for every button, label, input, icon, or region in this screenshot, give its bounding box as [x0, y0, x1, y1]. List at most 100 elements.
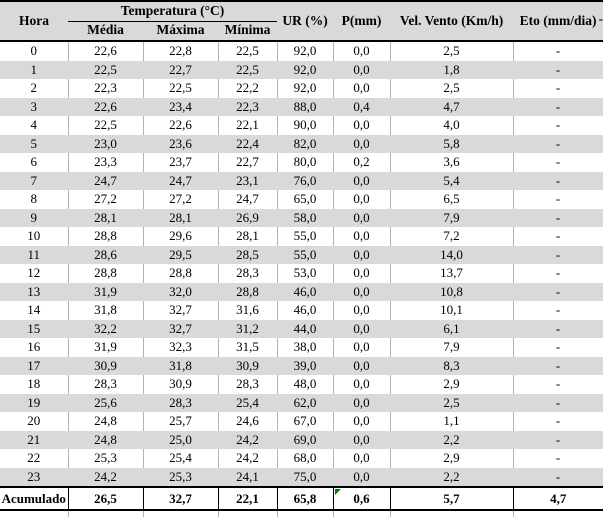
cell-temp-minima: 31,5 — [218, 338, 278, 357]
cell-vel-vento: 2,2 — [390, 430, 514, 449]
cell-vel-vento: 1,1 — [390, 412, 514, 431]
total-maxima: 32,7 — [143, 486, 219, 511]
cell-temp-media: 28,8 — [68, 264, 144, 283]
cell-eto: - — [513, 97, 603, 116]
cell-eto: - — [513, 208, 603, 227]
cell-eto: - — [513, 60, 603, 79]
cell-ur: 48,0 — [277, 375, 334, 394]
cell-vel-vento: 2,5 — [390, 41, 514, 61]
cell-temp-media: 24,8 — [68, 412, 144, 431]
cell-vel-vento: 2,9 — [390, 375, 514, 394]
cell-p: 0,0 — [333, 41, 391, 61]
cell-temp-maxima: 30,9 — [143, 375, 219, 394]
total-label: Acumulado — [0, 486, 69, 511]
cell-temp-media: 27,2 — [68, 190, 144, 209]
cell-vel-vento: 6,1 — [390, 319, 514, 338]
cell-eto: - — [513, 319, 603, 338]
cell-eto: - — [513, 41, 603, 61]
cell-p: 0,0 — [333, 227, 391, 246]
table-row: 8 27,2 27,2 24,7 65,0 0,0 6,5 - — [0, 190, 603, 209]
header-row-1: Hora Temperatura (°C) UR (%) P(mm) Vel. … — [0, 1, 603, 41]
cell-temp-maxima: 32,0 — [143, 282, 219, 301]
cell-eto: - — [513, 245, 603, 264]
cell-temp-media: 23,3 — [68, 153, 144, 172]
cell-temp-maxima: 28,3 — [143, 393, 219, 412]
table-row: 13 31,9 32,0 28,8 46,0 0,0 10,8 - — [0, 282, 603, 301]
table-row: 1 22,5 22,7 22,5 92,0 0,0 1,8 - — [0, 60, 603, 79]
header-row-2: Média Máxima Mínima — [0, 21, 603, 41]
cell-ur: 39,0 — [277, 356, 334, 375]
cell-temp-minima: 28,3 — [218, 375, 278, 394]
cell-hora: 16 — [0, 338, 69, 357]
total-p-value: 0,6 — [353, 490, 370, 506]
cell-temp-maxima: 23,6 — [143, 134, 219, 153]
cell-ur: 69,0 — [277, 430, 334, 449]
cell-temp-media: 28,6 — [68, 245, 144, 264]
cell-temp-maxima: 24,7 — [143, 171, 219, 190]
cell-p: 0,0 — [333, 60, 391, 79]
cell-eto: - — [513, 449, 603, 468]
cell-vel-vento: 10,8 — [390, 282, 514, 301]
table-row: 3 22,6 23,4 22,3 88,0 0,4 4,7 - — [0, 97, 603, 116]
cell-temp-media: 31,8 — [68, 301, 144, 320]
cell-p: 0,0 — [333, 338, 391, 357]
cell-temp-maxima: 22,5 — [143, 79, 219, 98]
cell-hora: 18 — [0, 375, 69, 394]
table-row: 9 28,1 28,1 26,9 58,0 0,0 7,9 - — [0, 208, 603, 227]
cell-vel-vento: 2,5 — [390, 79, 514, 98]
cell-ur: 55,0 — [277, 245, 334, 264]
cell-ur: 38,0 — [277, 338, 334, 357]
cell-eto: - — [513, 227, 603, 246]
cell-p: 0,4 — [333, 97, 391, 116]
column-header-minima: Mínima — [218, 21, 278, 41]
cell-p: 0,2 — [333, 153, 391, 172]
cell-temp-media: 24,8 — [68, 430, 144, 449]
cell-hora: 21 — [0, 430, 69, 449]
cell-hora: 1 — [0, 60, 69, 79]
cell-eto: - — [513, 467, 603, 487]
cell-temp-minima: 22,4 — [218, 134, 278, 153]
cell-temp-minima: 24,1 — [218, 467, 278, 487]
cell-temp-maxima: 32,3 — [143, 338, 219, 357]
table-row: 23 24,2 25,3 24,1 75,0 0,0 2,2 - — [0, 467, 603, 487]
cell-vel-vento: 14,0 — [390, 245, 514, 264]
cell-hora: 23 — [0, 467, 69, 487]
cell-ur: 44,0 — [277, 319, 334, 338]
table-body: 0 22,6 22,8 22,5 92,0 0,0 2,5 - 1 22,5 2… — [0, 41, 603, 487]
cell-temp-minima: 28,1 — [218, 227, 278, 246]
cell-eto: - — [513, 282, 603, 301]
cell-temp-minima: 22,3 — [218, 97, 278, 116]
cell-temp-media: 23,0 — [68, 134, 144, 153]
cell-hora: 7 — [0, 171, 69, 190]
cell-vel-vento: 5,4 — [390, 171, 514, 190]
table-row: 22 25,3 25,4 24,2 68,0 0,0 2,9 - — [0, 449, 603, 468]
cell-ur: 76,0 — [277, 171, 334, 190]
cell-ur: 46,0 — [277, 282, 334, 301]
cell-vel-vento: 5,8 — [390, 134, 514, 153]
cell-temp-maxima: 25,7 — [143, 412, 219, 431]
cell-p: 0,0 — [333, 134, 391, 153]
cell-temp-minima: 30,9 — [218, 356, 278, 375]
cell-temp-minima: 24,2 — [218, 430, 278, 449]
cell-hora: 6 — [0, 153, 69, 172]
cell-temp-maxima: 32,7 — [143, 301, 219, 320]
cell-temp-maxima: 29,6 — [143, 227, 219, 246]
cell-hora: 3 — [0, 97, 69, 116]
cell-ur: 92,0 — [277, 60, 334, 79]
cell-p: 0,0 — [333, 116, 391, 135]
table-row: 16 31,9 32,3 31,5 38,0 0,0 7,9 - — [0, 338, 603, 357]
cell-hora: 13 — [0, 282, 69, 301]
cell-ur: 62,0 — [277, 393, 334, 412]
cell-temp-maxima: 22,7 — [143, 60, 219, 79]
cell-vel-vento: 4,0 — [390, 116, 514, 135]
table-row: 11 28,6 29,5 28,5 55,0 0,0 14,0 - — [0, 245, 603, 264]
cell-ur: 67,0 — [277, 412, 334, 431]
total-vel: 5,7 — [390, 486, 514, 511]
cell-eto: - — [513, 171, 603, 190]
cell-temp-maxima: 25,3 — [143, 467, 219, 487]
cell-hora: 10 — [0, 227, 69, 246]
cell-temp-minima: 31,6 — [218, 301, 278, 320]
cell-p: 0,0 — [333, 449, 391, 468]
